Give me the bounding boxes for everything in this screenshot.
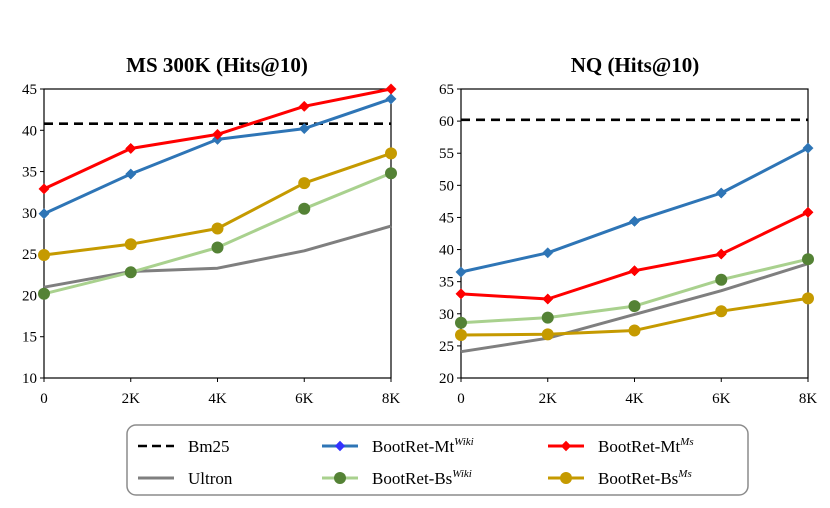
legend-marker-bs_wiki xyxy=(334,472,346,484)
legend-label-ultron: Ultron xyxy=(188,469,233,488)
y-tick-label: 30 xyxy=(22,206,37,222)
data-point-mt_wiki xyxy=(715,187,727,199)
x-tick-label: 0 xyxy=(457,391,465,407)
data-point-mt_ms xyxy=(211,128,224,140)
data-point-mt_wiki xyxy=(385,93,397,105)
y-tick-label: 35 xyxy=(439,275,454,291)
data-point-mt_wiki xyxy=(298,123,310,135)
x-tick-label: 8K xyxy=(799,391,818,407)
legend-label-bs_wiki: BootRet-BsWiki xyxy=(372,468,472,488)
data-point-mt_ms xyxy=(715,248,727,260)
data-point-mt_ms xyxy=(802,206,814,218)
data-point-mt_wiki xyxy=(455,266,467,278)
y-tick-label: 65 xyxy=(439,82,454,98)
data-point-bs_wiki xyxy=(385,167,397,180)
data-point-mt_ms xyxy=(542,293,554,305)
legend-marker-mt_ms xyxy=(560,440,572,452)
y-tick-label: 35 xyxy=(22,165,37,181)
data-point-mt_ms xyxy=(38,183,50,195)
legend-marker-bs_ms xyxy=(560,472,572,484)
series-line-mt_wiki xyxy=(43,97,392,216)
y-tick-label: 30 xyxy=(439,307,454,323)
x-tick-label: 2K xyxy=(539,391,558,407)
data-point-bs_wiki xyxy=(455,316,467,329)
data-point-bs_ms xyxy=(455,328,467,341)
data-point-mt_wiki xyxy=(38,208,50,220)
y-tick-label: 15 xyxy=(22,330,37,346)
data-point-bs_wiki xyxy=(802,253,814,266)
series-line-ultron xyxy=(43,224,392,289)
x-tick-label: 2K xyxy=(122,391,141,407)
y-tick-label: 40 xyxy=(439,243,454,259)
x-tick-label: 4K xyxy=(625,391,644,407)
data-point-bs_ms xyxy=(628,324,641,337)
data-point-mt_ms xyxy=(385,83,397,95)
data-point-mt_ms xyxy=(628,265,641,277)
data-point-mt_ms xyxy=(298,100,310,112)
data-point-bs_ms xyxy=(298,177,311,190)
data-point-bs_wiki xyxy=(38,287,50,300)
data-point-bs_ms xyxy=(385,147,397,160)
legend-label-bm25: Bm25 xyxy=(188,437,230,456)
x-tick-label: 6K xyxy=(712,391,731,407)
y-tick-label: 20 xyxy=(439,371,454,387)
data-point-bs_wiki xyxy=(298,202,311,215)
y-tick-label: 55 xyxy=(439,146,454,162)
data-point-mt_ms xyxy=(455,288,467,300)
legend-label-bs_ms: BootRet-BsMs xyxy=(598,468,692,488)
x-tick-label: 8K xyxy=(382,391,401,407)
chart-panel-2: NQ (Hits@10) 20 25 30 35 40 45 50 55 60 65 0 2K 4K 6K 8… xyxy=(439,53,817,407)
legend-marker-mt_wiki xyxy=(334,440,346,452)
chart-title: NQ (Hits@10) xyxy=(571,53,700,77)
chart-title: MS 300K (Hits@10) xyxy=(126,53,308,77)
data-point-bs_ms xyxy=(541,328,554,341)
y-tick-label: 10 xyxy=(22,371,37,387)
data-point-bs_wiki xyxy=(541,311,554,324)
y-tick-label: 25 xyxy=(439,339,454,355)
y-tick-label: 40 xyxy=(22,123,37,139)
data-point-mt_wiki xyxy=(802,142,814,154)
data-point-bs_ms xyxy=(715,305,728,318)
data-point-bs_wiki xyxy=(124,266,137,279)
y-tick-label: 60 xyxy=(439,114,454,130)
data-point-bs_wiki xyxy=(211,241,224,254)
y-tick-label: 45 xyxy=(439,210,454,226)
data-point-bs_ms xyxy=(124,238,137,251)
data-point-mt_wiki xyxy=(542,247,554,259)
legend-label-mt_wiki: BootRet-MtWiki xyxy=(372,436,474,456)
data-point-bs_ms xyxy=(211,222,224,235)
data-point-mt_wiki xyxy=(125,168,137,180)
series-line-ultron xyxy=(460,262,809,354)
series-line-mt_wiki xyxy=(460,146,809,274)
y-tick-label: 25 xyxy=(22,247,37,263)
data-point-bs_wiki xyxy=(628,300,641,313)
legend-label-mt_ms: BootRet-MtMs xyxy=(598,436,694,456)
x-tick-label: 4K xyxy=(208,391,227,407)
y-tick-label: 20 xyxy=(22,288,37,304)
data-point-mt_ms xyxy=(125,142,137,155)
x-tick-label: 6K xyxy=(295,391,314,407)
data-point-mt_wiki xyxy=(628,215,641,227)
data-point-bs_wiki xyxy=(715,273,728,286)
y-tick-label: 50 xyxy=(439,178,454,194)
y-tick-label: 45 xyxy=(22,82,37,98)
data-point-bs_ms xyxy=(38,248,50,261)
x-tick-label: 0 xyxy=(40,391,48,407)
legend-box xyxy=(126,424,749,496)
chart-panel-1: MS 300K (Hits@10) 10 15 20 25 30 35 40 45 0 2K 4K 6K… xyxy=(22,53,400,407)
data-point-bs_ms xyxy=(802,292,814,305)
legend: Bm25 BootRet-MtWiki BootRet-MtMs Ultron Boot… xyxy=(126,424,749,496)
